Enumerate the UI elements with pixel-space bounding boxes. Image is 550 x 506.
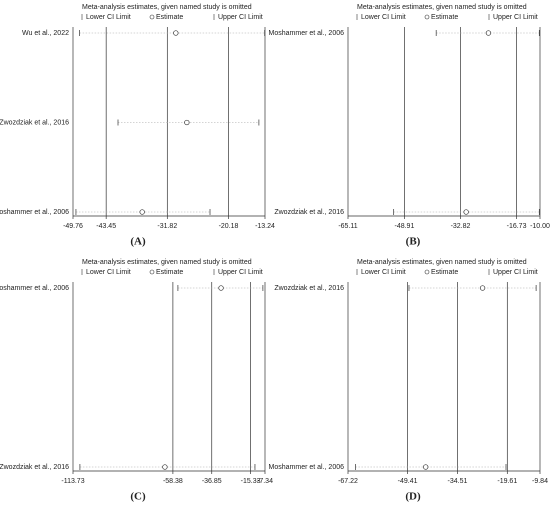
- legend-symbol: [149, 269, 155, 275]
- x-tick-label: -43.45: [96, 223, 116, 230]
- legend-label: Estimate: [156, 269, 183, 276]
- study-label: Zwozdziak et al., 2016: [0, 119, 69, 126]
- panel-title: Meta-analysis estimates, given named stu…: [82, 4, 252, 11]
- x-tick-label: -67.22: [338, 478, 358, 485]
- x-tick-label: -20.18: [219, 223, 239, 230]
- estimate: [485, 30, 492, 36]
- legend-label: Estimate: [431, 269, 458, 276]
- panel-title: Meta-analysis estimates, given named stu…: [357, 259, 527, 266]
- x-tick-label: -7.34: [257, 478, 273, 485]
- study-label: Wu et al., 2022: [22, 30, 69, 37]
- panel-title: Meta-analysis estimates, given named stu…: [357, 4, 527, 11]
- x-tick-label: -10.00: [530, 223, 550, 230]
- panel-label: (C): [130, 491, 146, 503]
- study-label: Moshammer et al., 2006: [0, 209, 69, 216]
- estimate: [479, 285, 486, 291]
- legend-label: Lower CI Limit: [86, 14, 131, 21]
- study-label: Moshammer et al., 2006: [0, 285, 69, 292]
- x-tick-label: -36.85: [202, 478, 222, 485]
- x-tick-label: -48.91: [395, 223, 415, 230]
- legend-label: Upper CI Limit: [218, 269, 263, 276]
- study-label: Moshammer et al., 2006: [269, 464, 345, 471]
- x-tick-label: -19.61: [497, 478, 517, 485]
- legend-label: Estimate: [431, 14, 458, 21]
- estimate: [173, 30, 179, 36]
- panel-label: (B): [406, 236, 421, 248]
- study-label: Zwozdziak et al., 2016: [274, 285, 344, 292]
- legend-label: Upper CI Limit: [493, 14, 538, 21]
- legend-label: Upper CI Limit: [493, 269, 538, 276]
- estimate: [218, 285, 224, 291]
- legend-symbol: [424, 14, 430, 20]
- panel-title: Meta-analysis estimates, given named stu…: [82, 259, 252, 266]
- legend-label: Lower CI Limit: [86, 269, 131, 276]
- legend-symbol: [424, 269, 430, 275]
- x-tick-label: -49.76: [63, 223, 83, 230]
- x-tick-label: -9.84: [532, 478, 548, 485]
- x-tick-label: -13.24: [255, 223, 275, 230]
- legend-label: Lower CI Limit: [361, 269, 406, 276]
- x-tick-label: -113.73: [61, 478, 84, 485]
- x-tick-label: -15.33: [241, 478, 261, 485]
- x-tick-label: -32.82: [451, 223, 471, 230]
- panel-label: (A): [130, 236, 146, 248]
- estimate: [162, 464, 168, 470]
- legend-label: Estimate: [156, 14, 183, 21]
- study-label: Zwozdziak et al., 2016: [0, 464, 69, 471]
- estimate: [184, 119, 190, 126]
- estimate: [139, 209, 145, 215]
- estimate: [423, 464, 429, 470]
- panel-label: (D): [405, 491, 421, 503]
- x-tick-label: -49.41: [398, 478, 418, 485]
- x-tick-label: -16.73: [507, 223, 527, 230]
- estimate: [463, 209, 469, 215]
- legend-label: Lower CI Limit: [361, 14, 406, 21]
- x-tick-label: -31.82: [157, 223, 177, 230]
- x-tick-label: -65.11: [338, 223, 357, 230]
- x-tick-label: -58.38: [163, 478, 183, 485]
- x-tick-label: -34.51: [448, 478, 468, 485]
- legend-label: Upper CI Limit: [218, 14, 263, 21]
- study-label: Moshammer et al., 2006: [269, 30, 345, 37]
- legend-symbol: [149, 14, 155, 20]
- study-label: Zwozdziak et al., 2016: [274, 209, 344, 216]
